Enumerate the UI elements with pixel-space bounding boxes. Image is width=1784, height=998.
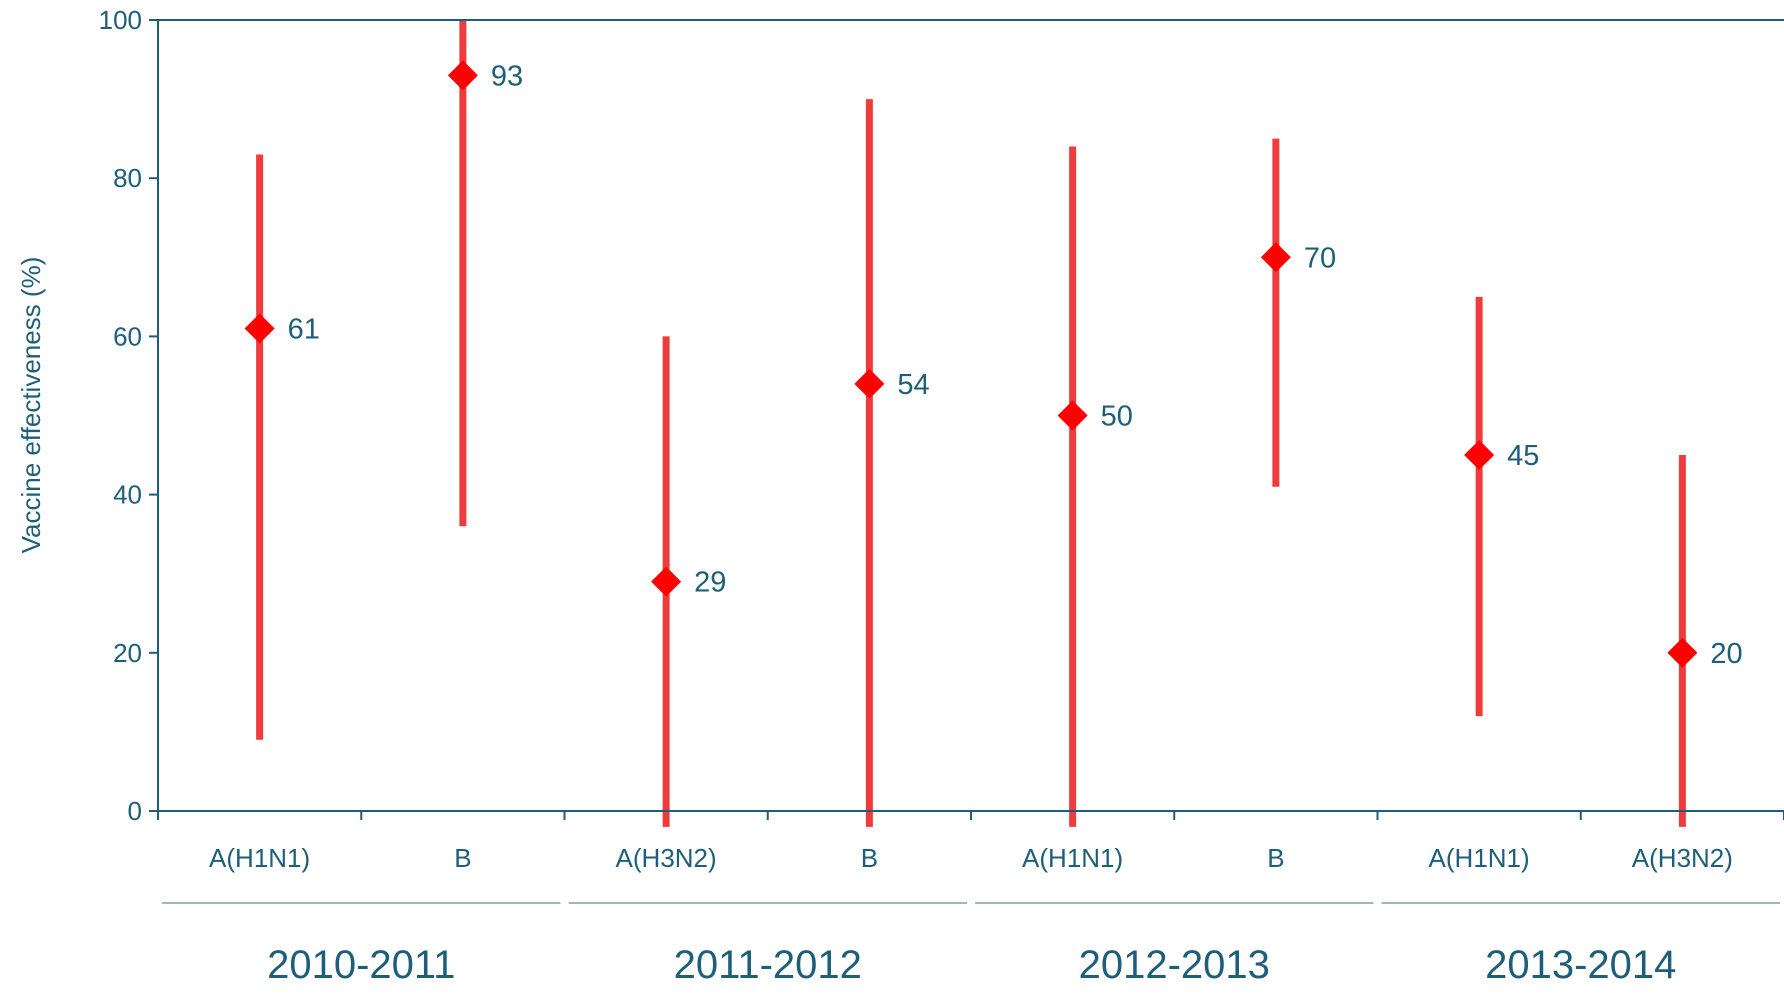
data-value-label: 45 — [1507, 440, 1539, 472]
data-point-marker — [1260, 242, 1291, 273]
error-bars — [256, 20, 1686, 827]
data-point-marker — [244, 313, 275, 344]
category-label: A(H1N1) — [209, 843, 310, 873]
y-tick-label: 0 — [128, 796, 142, 826]
data-value-label: 70 — [1304, 242, 1336, 274]
y-tick-label: 40 — [113, 480, 142, 510]
season-label: 2012-2013 — [1079, 943, 1270, 987]
y-tick-label: 20 — [113, 638, 142, 668]
axes — [149, 19, 1784, 904]
data-value-label: 54 — [897, 369, 929, 401]
category-label: B — [1267, 843, 1284, 873]
data-value-label: 61 — [288, 313, 320, 345]
y-axis-label: Vaccine effectiveness (%) — [16, 257, 46, 554]
y-tick-label: 80 — [113, 163, 142, 193]
data-point-marker — [854, 368, 885, 399]
data-point-marker — [651, 566, 682, 597]
category-label: A(H1N1) — [1022, 843, 1123, 873]
data-markers — [244, 60, 1698, 668]
category-label: A(H3N2) — [616, 843, 717, 873]
data-point-marker — [1667, 637, 1698, 668]
data-value-label: 29 — [694, 567, 726, 599]
data-value-label: 93 — [491, 60, 523, 92]
data-point-marker — [1057, 400, 1088, 431]
season-label: 2010-2011 — [267, 943, 455, 987]
category-label: A(H1N1) — [1429, 843, 1530, 873]
labels: 0 20 40 60 80 100 61 A(H1N1) 93 B 29 A(H3N2) 54 B 50 A(… — [99, 5, 1743, 987]
season-label: 2013-2014 — [1485, 943, 1676, 987]
season-label: 2011-2012 — [674, 943, 862, 987]
data-value-label: 50 — [1101, 401, 1133, 433]
category-label: A(H3N2) — [1632, 843, 1733, 873]
y-tick-label: 60 — [113, 321, 142, 351]
data-value-label: 20 — [1710, 638, 1742, 670]
data-point-marker — [1464, 440, 1495, 471]
category-label: B — [861, 843, 878, 873]
data-point-marker — [447, 60, 478, 91]
category-label: B — [454, 843, 471, 873]
y-tick-label: 100 — [99, 5, 142, 35]
